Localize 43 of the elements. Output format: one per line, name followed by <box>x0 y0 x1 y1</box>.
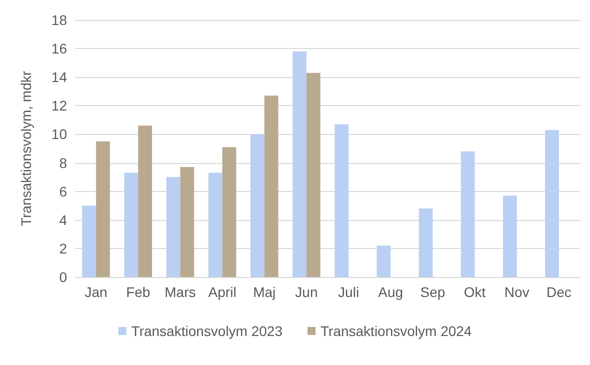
y-tick-label: 16 <box>51 40 68 57</box>
x-tick-label: April <box>208 284 236 300</box>
bar <box>222 147 236 277</box>
bar <box>376 246 391 277</box>
x-tick-label: Nov <box>504 284 530 300</box>
legend-label: Transaktionsvolym 2024 <box>320 323 472 339</box>
bar <box>250 134 264 277</box>
bar <box>138 126 152 277</box>
bar <box>124 172 138 277</box>
y-tick-label: 4 <box>59 212 68 228</box>
bar <box>545 130 559 277</box>
bar <box>334 124 349 277</box>
bar <box>208 172 222 277</box>
y-tick-label: 6 <box>59 183 68 200</box>
x-tick-label: Maj <box>253 284 276 300</box>
x-tick-label: Aug <box>378 284 404 300</box>
bar <box>418 208 433 277</box>
x-tick-label: Dec <box>546 284 572 300</box>
x-tick-label: Sep <box>420 284 446 300</box>
bar <box>96 141 110 277</box>
y-tick-label: 0 <box>59 269 68 285</box>
legend-label: Transaktionsvolym 2023 <box>131 323 283 339</box>
x-tick-label: Mars <box>164 284 196 300</box>
bar <box>460 151 475 277</box>
y-tick-label: 8 <box>59 154 68 171</box>
y-tick-label: 10 <box>51 126 68 142</box>
bar <box>292 51 306 277</box>
x-tick-label: Feb <box>126 284 150 300</box>
x-tick-label: Jun <box>295 284 318 300</box>
bar <box>502 196 517 277</box>
bar <box>306 72 320 277</box>
x-tick-label: Juli <box>338 284 360 300</box>
bar <box>264 96 278 277</box>
y-tick-label: 18 <box>51 12 68 28</box>
y-axis-title: Transaktionsvolym, mdkr <box>18 70 34 226</box>
x-tick-label: Jan <box>84 284 108 300</box>
y-tick-label: 14 <box>51 69 68 86</box>
x-tick-label: Okt <box>464 284 486 300</box>
bar <box>166 177 180 277</box>
y-tick-label: 12 <box>51 98 68 114</box>
bar <box>180 167 194 277</box>
y-tick-label: 2 <box>59 240 68 256</box>
bar <box>82 206 96 277</box>
